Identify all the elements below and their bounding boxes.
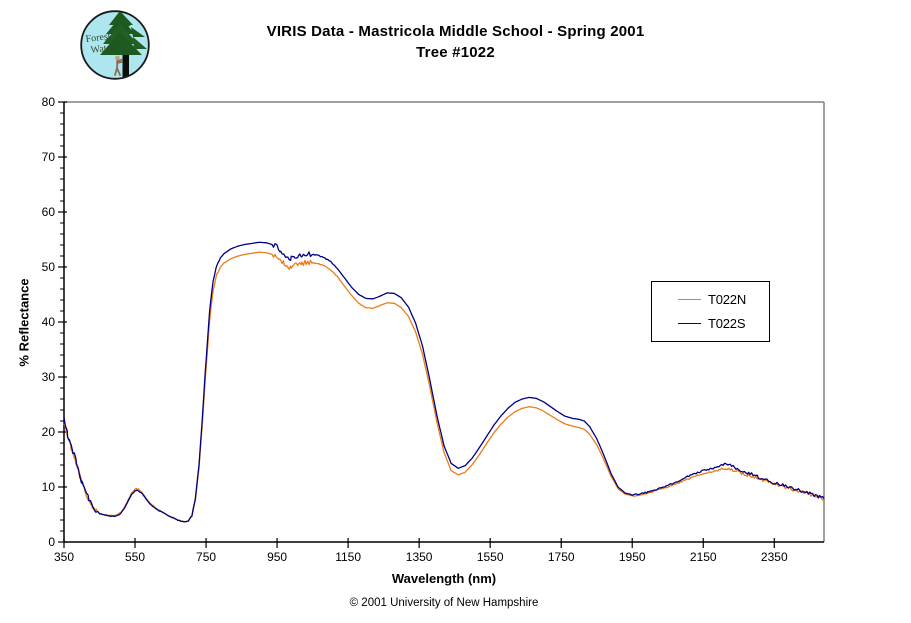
x-tick-label: 350 bbox=[54, 550, 74, 564]
legend-label-t022n: T022N bbox=[708, 292, 747, 307]
y-tick-label: 10 bbox=[42, 480, 56, 494]
x-tick-label: 1750 bbox=[548, 550, 575, 564]
chart-subtitle: Tree #1022 bbox=[416, 44, 495, 61]
logo-text-watch: Watch bbox=[90, 42, 116, 56]
x-tick-label: 1550 bbox=[477, 550, 504, 564]
y-tick-label: 50 bbox=[42, 260, 56, 274]
logo-text-forest: Forest bbox=[85, 31, 111, 45]
y-tick-label: 30 bbox=[42, 370, 56, 384]
series-t022s bbox=[63, 241, 825, 523]
copyright-text: © 2001 University of New Hampshire bbox=[349, 597, 539, 609]
legend: T022N T022S bbox=[651, 281, 770, 342]
logo-person bbox=[114, 55, 123, 76]
x-tick-label: 2350 bbox=[761, 550, 788, 564]
legend-entry-t022s: T022S bbox=[678, 316, 769, 331]
legend-swatch-t022n bbox=[678, 299, 701, 300]
x-tick-label: 550 bbox=[125, 550, 145, 564]
chart-title: VIRIS Data - Mastricola Middle School - … bbox=[266, 23, 645, 40]
x-tick-label: 950 bbox=[267, 550, 287, 564]
y-tick-label: 60 bbox=[42, 205, 56, 219]
x-tick-label: 1350 bbox=[406, 550, 433, 564]
legend-entry-t022n: T022N bbox=[678, 292, 769, 307]
y-tick-label: 0 bbox=[48, 535, 55, 549]
x-axis-label: Wavelength (nm) bbox=[391, 571, 497, 586]
logo-image: Forest Watch bbox=[80, 10, 150, 80]
x-tick-label: 750 bbox=[196, 550, 216, 564]
y-tick-label: 40 bbox=[42, 315, 56, 329]
y-tick-label: 20 bbox=[42, 425, 56, 439]
legend-label-t022s: T022S bbox=[708, 316, 746, 331]
forest-watch-logo: Forest Watch bbox=[79, 9, 151, 81]
y-tick-label: 70 bbox=[42, 150, 56, 164]
tree-trunk bbox=[122, 35, 129, 77]
x-tick-label: 2150 bbox=[690, 550, 717, 564]
y-tick-label: 80 bbox=[42, 95, 56, 109]
x-tick-label: 1950 bbox=[619, 550, 646, 564]
y-axis-label: % Reflectance bbox=[16, 278, 32, 367]
title-block: VIRIS Data - Mastricola Middle School - … bbox=[0, 21, 911, 63]
x-tick-label: 1150 bbox=[335, 550, 361, 564]
legend-swatch-t022s bbox=[678, 323, 701, 324]
logo-tree bbox=[100, 11, 147, 77]
